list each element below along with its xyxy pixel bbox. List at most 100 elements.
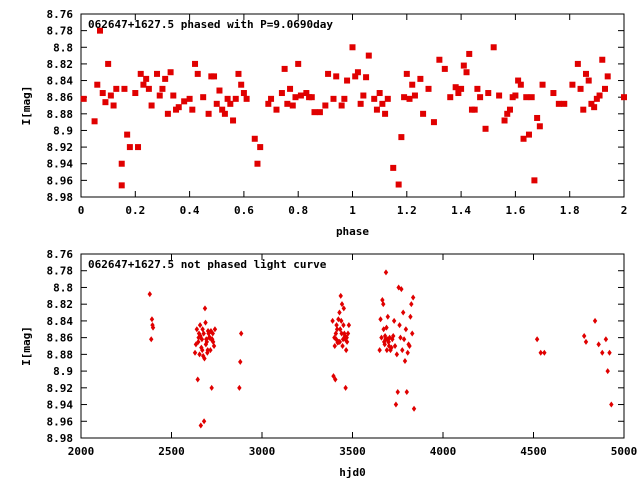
- data-point: [205, 347, 210, 354]
- data-point: [409, 81, 416, 88]
- y-tick-label: 8.82: [47, 298, 74, 311]
- data-point: [345, 330, 351, 337]
- data-point: [400, 347, 405, 354]
- data-point: [265, 100, 272, 107]
- data-point: [410, 330, 415, 337]
- plot-frame: [80, 13, 625, 198]
- data-point: [325, 70, 332, 77]
- data-point: [113, 85, 120, 92]
- y-tick-label: 8.76: [47, 248, 74, 261]
- data-point: [297, 92, 304, 99]
- data-point: [376, 90, 383, 97]
- plot-title: 062647+1627.5 not phased light curve: [88, 258, 327, 271]
- data-point: [401, 94, 408, 101]
- data-point: [574, 60, 581, 67]
- data-point: [216, 87, 223, 94]
- data-point: [398, 134, 405, 141]
- data-point: [528, 94, 535, 101]
- data-point: [382, 110, 389, 117]
- data-point: [600, 349, 605, 356]
- x-tick-label: 4000: [430, 445, 457, 458]
- data-point: [337, 326, 343, 333]
- data-point: [354, 69, 361, 76]
- data-point: [357, 100, 364, 107]
- data-point: [311, 109, 318, 116]
- data-point: [338, 292, 343, 299]
- data-point: [373, 106, 380, 113]
- data-point: [417, 75, 424, 82]
- y-tick-label: 8.94: [47, 399, 74, 412]
- data-point: [381, 301, 386, 308]
- data-point: [384, 95, 391, 102]
- y-tick-label: 8.8: [53, 281, 73, 294]
- y-tick-label: 8.9: [53, 365, 73, 378]
- data-point: [341, 305, 347, 312]
- data-point: [175, 104, 182, 111]
- x-tick-label: 3500: [339, 445, 366, 458]
- tick-group: 8.76 8.78 8.8 8.82 8.84 8.86 8.88 8.9 8.92 8.94 8.…: [47, 8, 628, 217]
- data-point: [334, 326, 340, 333]
- x-tick-label: 0.8: [288, 204, 308, 217]
- data-point: [538, 349, 543, 356]
- data-point: [346, 322, 352, 329]
- data-point: [156, 92, 163, 99]
- data-point: [97, 27, 104, 34]
- data-point: [407, 343, 412, 349]
- data-point: [284, 100, 291, 107]
- data-point: [287, 85, 294, 92]
- x-tick-label: 2500: [158, 445, 185, 458]
- data-point: [211, 343, 217, 349]
- data-point: [238, 330, 244, 337]
- data-point: [485, 90, 492, 97]
- data-point: [599, 56, 606, 63]
- data-point: [466, 50, 473, 57]
- data-point: [211, 73, 218, 80]
- data-point: [330, 95, 337, 102]
- data-point: [339, 330, 344, 337]
- data-point: [441, 65, 448, 72]
- data-point: [107, 92, 114, 99]
- y-tick-label: 8.98: [47, 432, 74, 445]
- data-point: [238, 81, 245, 88]
- y-tick-label: 8.86: [47, 332, 74, 345]
- y-tick-label: 8.86: [47, 91, 74, 104]
- data-point: [126, 144, 133, 151]
- data-point: [147, 291, 152, 298]
- data-point: [149, 336, 154, 343]
- data-point: [534, 114, 541, 121]
- data-point: [523, 94, 530, 101]
- data-point: [391, 317, 397, 324]
- x-tick-label: 0.6: [234, 204, 254, 217]
- x-tick-label: 0.2: [125, 204, 145, 217]
- data-point: [273, 106, 280, 113]
- data-point: [330, 317, 335, 324]
- data-point: [410, 294, 416, 301]
- data-point: [401, 336, 407, 343]
- x-tick-label: 1.4: [451, 204, 471, 217]
- data-point: [251, 135, 258, 142]
- data-point: [194, 70, 201, 77]
- data-point: [583, 338, 589, 345]
- x-tick-label: 3000: [249, 445, 276, 458]
- y-tick-label: 8.98: [47, 191, 74, 204]
- data-point: [281, 65, 288, 72]
- y-tick-label: 8.84: [47, 315, 74, 328]
- data-point: [80, 95, 87, 102]
- data-point: [197, 322, 203, 329]
- data-point: [230, 117, 237, 124]
- data-point: [167, 69, 174, 76]
- data-point: [604, 73, 611, 80]
- data-point: [341, 95, 348, 102]
- data-point: [221, 110, 228, 117]
- data-point: [411, 405, 417, 412]
- y-tick-label: 8.88: [47, 108, 74, 121]
- data-point: [455, 90, 462, 97]
- x-tick-label: 1.8: [560, 204, 580, 217]
- data-point: [384, 324, 389, 331]
- data-point: [344, 338, 350, 345]
- data-point: [268, 95, 275, 102]
- data-point: [405, 349, 410, 356]
- data-point: [397, 322, 402, 329]
- data-point: [209, 384, 214, 391]
- data-point: [322, 102, 329, 109]
